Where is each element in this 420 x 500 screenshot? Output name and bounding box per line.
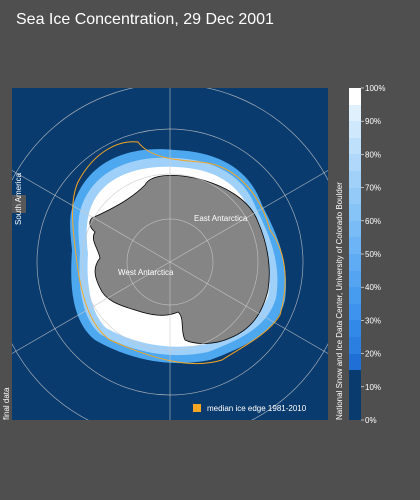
map: East Antarctica West Antarctica median i… bbox=[12, 88, 328, 420]
colorbar-tick-label: 80% bbox=[365, 150, 381, 159]
legend-swatch bbox=[193, 404, 201, 412]
colorbar-tick-label: 70% bbox=[365, 184, 381, 193]
south-america-label: South America bbox=[14, 172, 23, 225]
east-antarctica-label: East Antarctica bbox=[194, 214, 248, 223]
colorbar-tick-label: 0% bbox=[365, 416, 377, 425]
colorbar-tick-label: 100% bbox=[365, 84, 385, 93]
graticule bbox=[12, 88, 328, 420]
west-antarctica-label: West Antarctica bbox=[118, 268, 174, 277]
status-label: final data bbox=[2, 387, 11, 420]
colorbar-tick-label: 20% bbox=[365, 350, 381, 359]
colorbar-tick-label: 90% bbox=[365, 117, 381, 126]
credit: National Snow and Ice Data Center, Unive… bbox=[335, 182, 344, 420]
south-america-land bbox=[12, 195, 26, 213]
colorbar-tick-label: 50% bbox=[365, 250, 381, 259]
colorbar bbox=[349, 88, 361, 420]
title: Sea Ice Concentration, 29 Dec 2001 bbox=[16, 11, 274, 28]
legend-label: median ice edge 1981-2010 bbox=[207, 404, 307, 413]
colorbar-tick-label: 40% bbox=[365, 283, 381, 292]
median-ice-edge bbox=[72, 141, 286, 365]
colorbar-tick-label: 10% bbox=[365, 383, 381, 392]
colorbar-ticks: 0% 10% 20% 30% 40% 50% 60% 70% 80% 90% 100% bbox=[361, 84, 385, 425]
antarctica bbox=[89, 174, 270, 344]
colorbar-tick-label: 30% bbox=[365, 316, 381, 325]
colorbar-tick-label: 60% bbox=[365, 217, 381, 226]
